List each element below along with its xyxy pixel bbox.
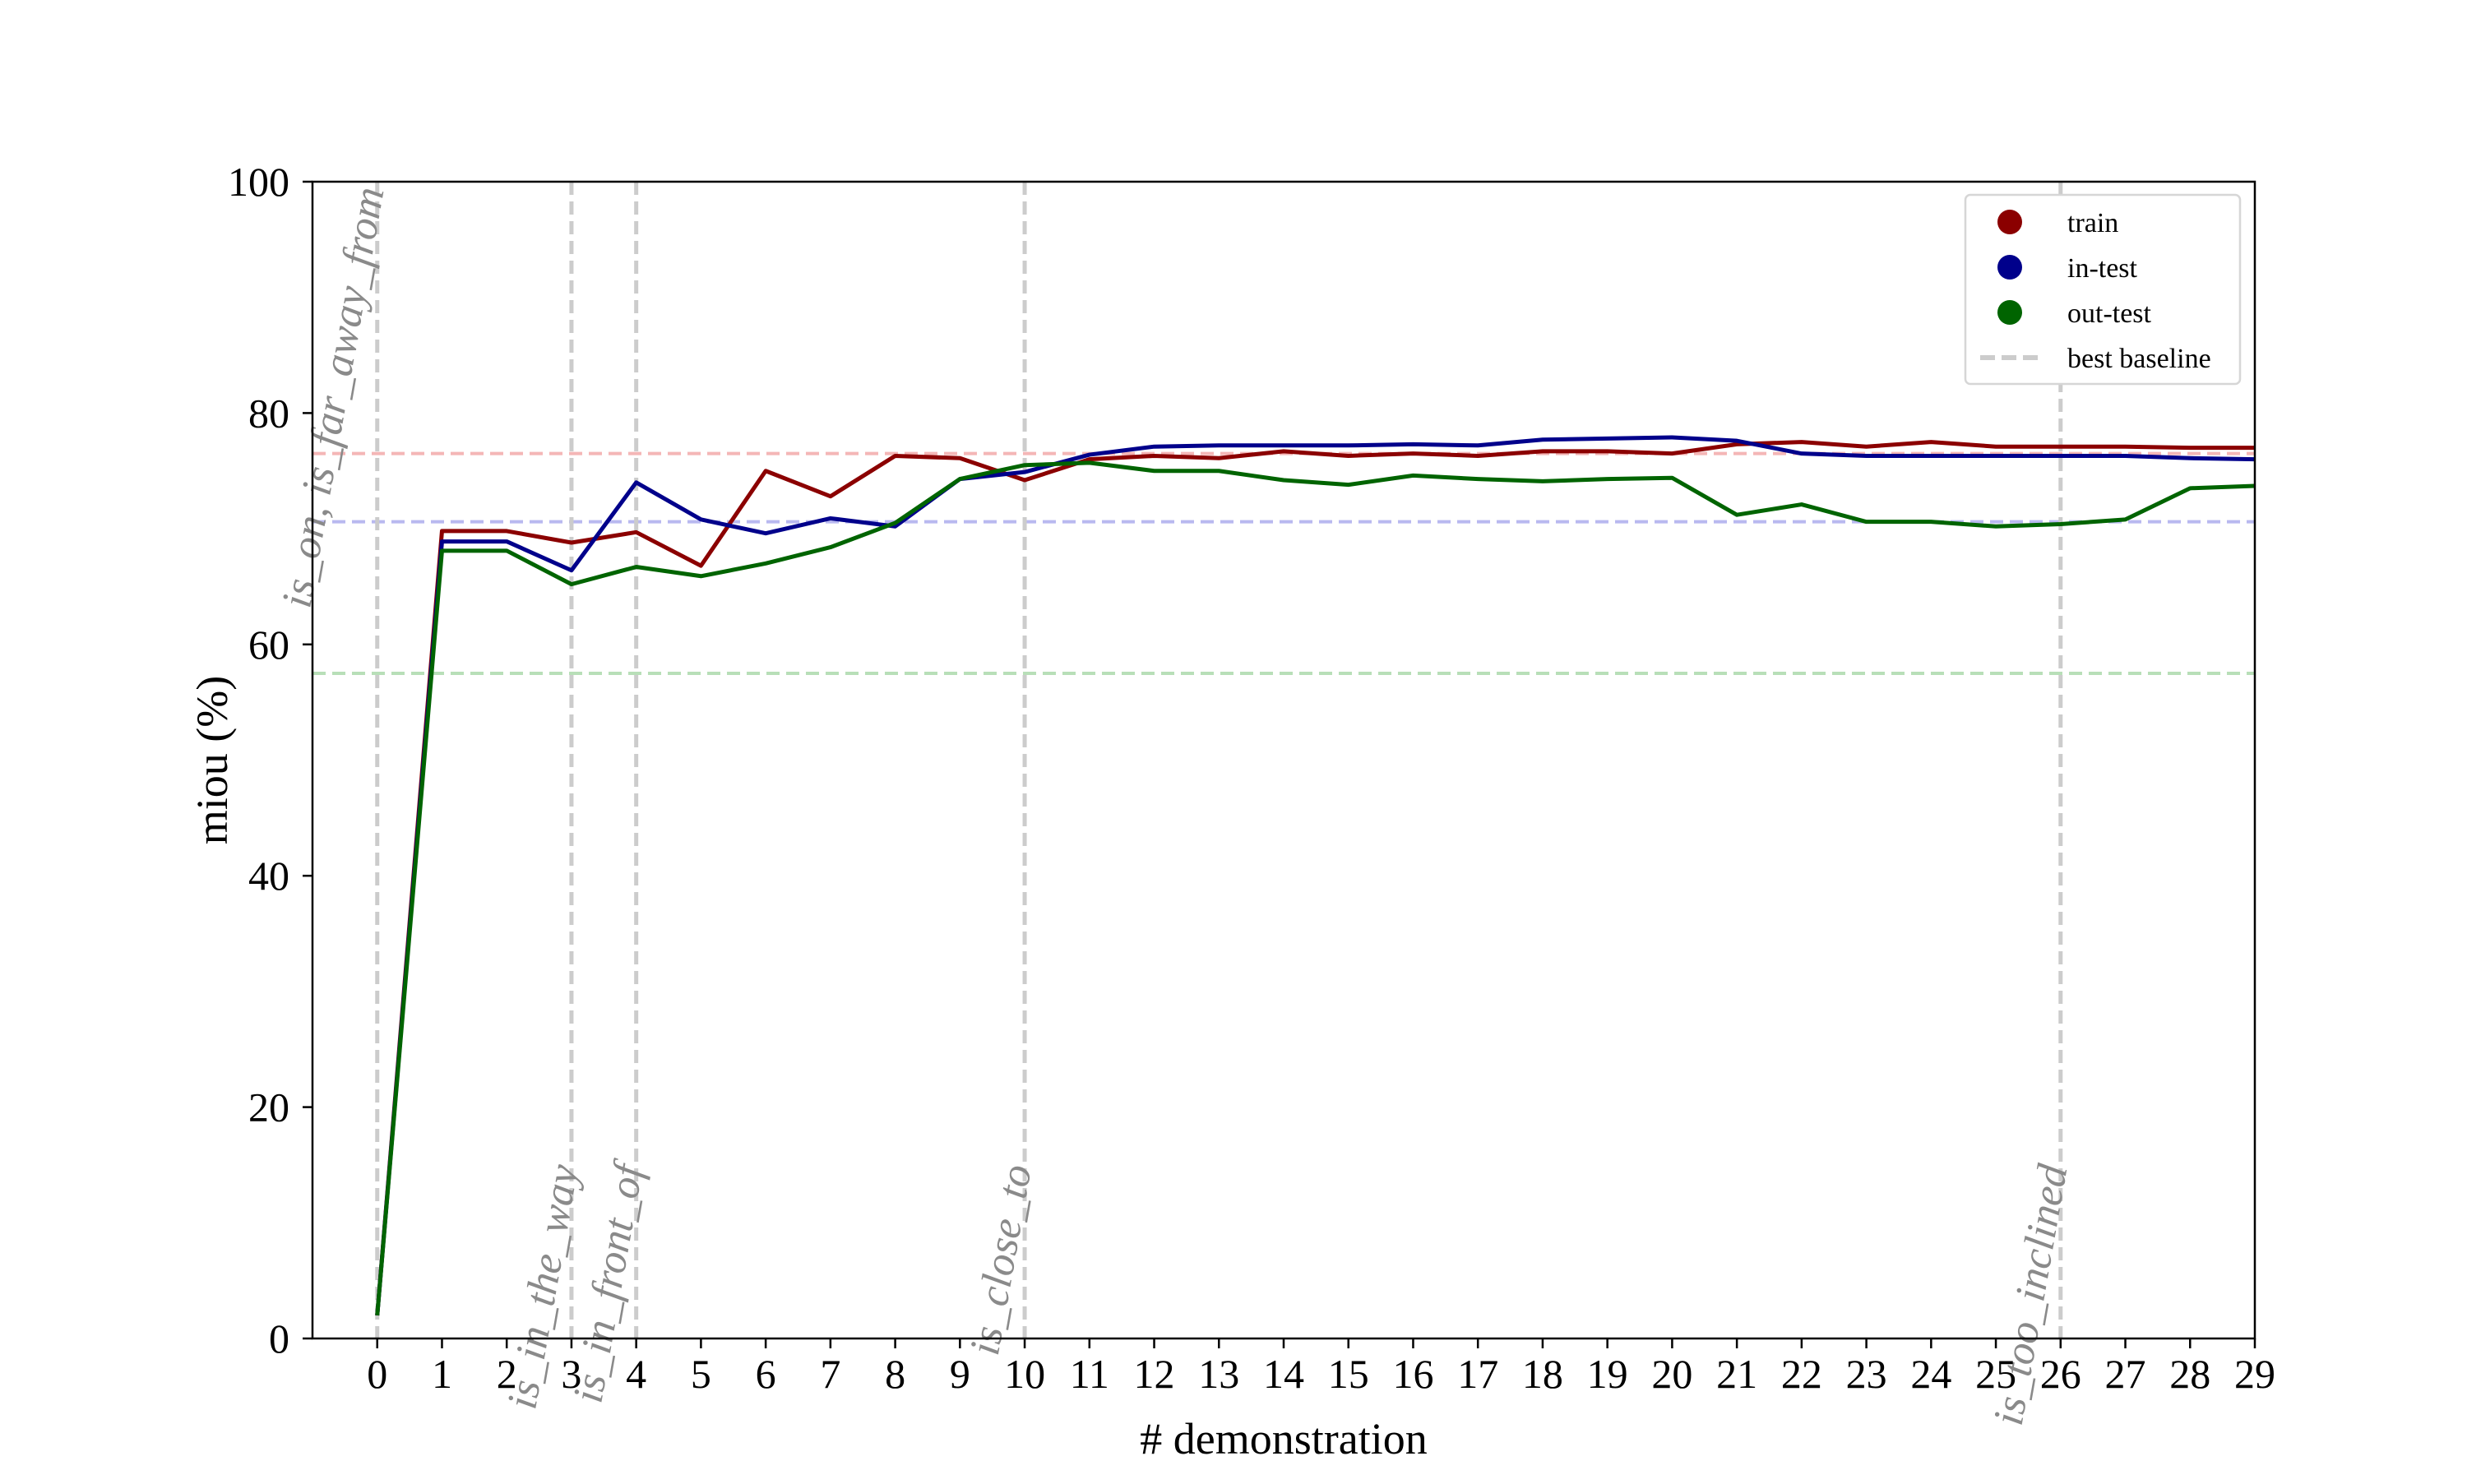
y-tick-label: 80 — [248, 390, 289, 436]
x-axis-title: # demonstration — [1140, 1414, 1427, 1463]
x-tick-label: 14 — [1263, 1351, 1304, 1397]
x-tick-label: 29 — [2234, 1351, 2275, 1397]
legend-label-out-test: out-test — [2067, 298, 2152, 329]
legend-frame — [1964, 193, 2242, 386]
x-tick-label: 26 — [2040, 1351, 2081, 1397]
legend: train in-test out-test best baseline — [1964, 193, 2242, 386]
x-tick-label: 5 — [691, 1351, 711, 1397]
x-tick-label: 9 — [950, 1351, 970, 1397]
y-axis-title: miou (%) — [187, 676, 237, 844]
series-line-out-test — [375, 460, 2256, 1316]
series-layer — [375, 435, 2256, 1316]
y-tick-label: 40 — [248, 853, 289, 899]
ticks-layer: 0 1 2 3 4 5 6 7 8 9 10 11 12 13 14 15 16 17 18 19 20 21 22 23 24… — [228, 159, 2275, 1397]
x-tick-label: 1 — [432, 1351, 452, 1397]
legend-label-best-baseline: best baseline — [2067, 344, 2211, 374]
y-tick-label: 0 — [269, 1315, 289, 1361]
legend-marker-in-test — [1997, 255, 2022, 280]
axes-layer — [311, 180, 2256, 1340]
x-tick-label: 24 — [1910, 1351, 1951, 1397]
x-tick-label: 16 — [1392, 1351, 1433, 1397]
x-tick-label: 27 — [2105, 1351, 2146, 1397]
x-tick-label: 25 — [1975, 1351, 2016, 1397]
x-tick-label: 23 — [1846, 1351, 1887, 1397]
y-tick-label: 20 — [248, 1084, 289, 1130]
x-tick-label: 2 — [497, 1351, 517, 1397]
y-tick-label: 100 — [228, 159, 289, 205]
x-tick-label: 21 — [1716, 1351, 1757, 1397]
x-tick-label: 0 — [367, 1351, 387, 1397]
x-tick-label: 11 — [1070, 1351, 1109, 1397]
legend-marker-train — [1997, 210, 2022, 234]
series-line-in-test — [375, 435, 2256, 1316]
x-tick-label: 6 — [756, 1351, 776, 1397]
x-tick-label: 28 — [2169, 1351, 2210, 1397]
x-tick-label: 20 — [1651, 1351, 1692, 1397]
legend-label-train: train — [2067, 208, 2118, 238]
marker-label-10: is_close_to — [961, 1161, 1041, 1358]
series-line-train — [375, 440, 2255, 1316]
x-tick-label: 3 — [561, 1351, 581, 1397]
legend-marker-out-test — [1997, 300, 2022, 325]
x-tick-label: 19 — [1587, 1351, 1628, 1397]
legend-label-in-test: in-test — [2067, 253, 2138, 284]
y-tick-label: 60 — [248, 622, 289, 668]
x-tick-label: 8 — [885, 1351, 905, 1397]
x-tick-label: 7 — [820, 1351, 840, 1397]
x-tick-label: 22 — [1781, 1351, 1822, 1397]
x-tick-label: 10 — [1004, 1351, 1045, 1397]
x-tick-label: 13 — [1198, 1351, 1239, 1397]
x-tick-label: 17 — [1457, 1351, 1498, 1397]
x-tick-label: 18 — [1522, 1351, 1563, 1397]
x-tick-label: 15 — [1328, 1351, 1369, 1397]
x-tick-label: 12 — [1134, 1351, 1175, 1397]
x-tick-label: 4 — [626, 1351, 646, 1397]
vertical-markers-layer: is_on, is_far_away_fromis_in_the_wayis_i… — [273, 182, 2077, 1429]
baselines-layer — [312, 451, 2255, 675]
plot-frame — [311, 180, 2256, 1340]
